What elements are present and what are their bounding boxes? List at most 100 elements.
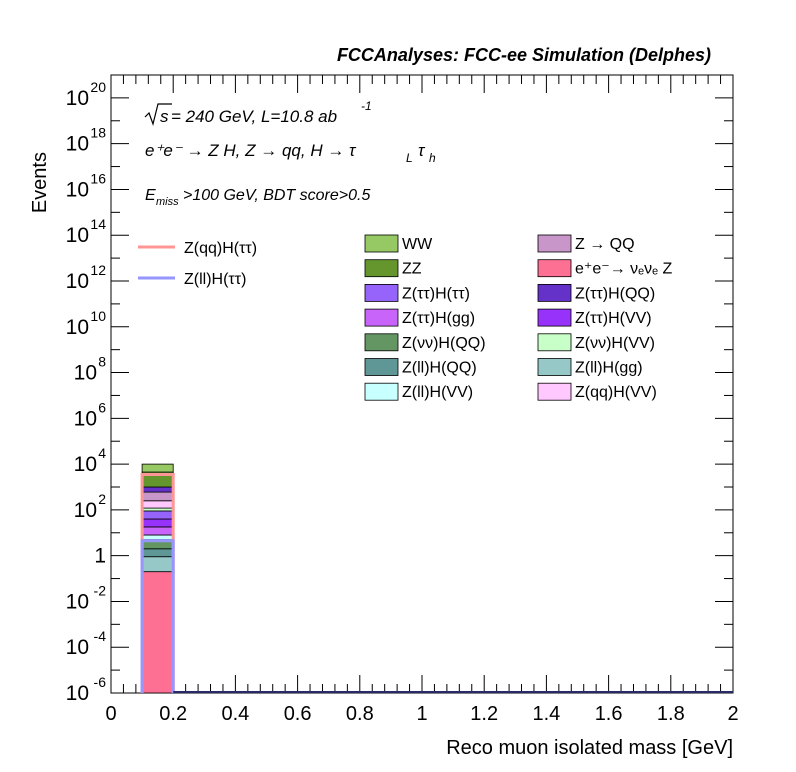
y-tick-label: 10 [66, 270, 89, 293]
x-tick-label: 1.4 [532, 703, 560, 725]
y-tick-label: 10 [66, 316, 89, 339]
stack-bar-4 [141, 534, 174, 541]
y-tick-label: 10 [66, 682, 89, 705]
legend-swatch [537, 283, 572, 302]
legend: Z(qq)H(ττ) Z(ll)H(ττ) WW ZZ Z(ττ)H(ττ) Z(ττ)H… [138, 234, 672, 401]
legend-label: Z(ττ)H(QQ) [575, 285, 655, 302]
y-tick-exponent: -4 [94, 628, 107, 644]
y-tick-label: 1 [94, 545, 106, 568]
y-tick-exponent: 8 [98, 354, 106, 370]
stack-bar-10 [141, 491, 174, 502]
y-axis-label: Events [29, 152, 51, 213]
legend-label: Z(qq)H(VV) [575, 384, 657, 401]
x-tick-label: 0.8 [346, 703, 374, 725]
y-tick-exponent: 18 [90, 125, 106, 141]
y-tick-label: 10 [66, 224, 89, 247]
y-tick-label: 10 [66, 636, 89, 659]
cut-subscript: miss [156, 196, 179, 208]
legend-swatch [364, 259, 399, 278]
histogram-stack [140, 463, 733, 694]
y-tick-label: 10 [74, 407, 97, 430]
y-tick-label: 10 [74, 453, 97, 476]
x-axis-label: Reco muon isolated mass [GeV] [446, 737, 733, 759]
legend-label: Z(νν)H(QQ) [402, 335, 486, 352]
legend-swatch [537, 358, 572, 376]
chart-header-title: FCCAnalyses: FCC-ee Simulation (Delphes) [337, 45, 711, 65]
y-tick-exponent: 16 [90, 170, 106, 186]
y-tick-exponent: 2 [98, 491, 106, 507]
cut-text: >100 GeV, BDT score>0.5 [183, 187, 370, 204]
x-tick-label: 0.4 [221, 703, 249, 725]
legend-label: e⁺e⁻→ νₑνₑ Z [575, 261, 672, 278]
y-tick-label: 10 [66, 590, 89, 613]
legend-swatch [364, 308, 399, 327]
stack-bar-13 [141, 463, 174, 473]
legend-label: Z(νν)H(VV) [575, 335, 655, 352]
energy-symbol: s [160, 107, 169, 126]
x-tick-label: 1 [416, 703, 427, 725]
stack-bar-5 [141, 526, 174, 536]
stack-bar-1 [141, 556, 174, 573]
axes-layer: 0 0.2 0.4 0.6 0.8 1 1.2 1.4 1.6 1.8 2-610-410-2101… [66, 74, 739, 725]
process-text: e⁺e⁻ → Z H, Z → qq, H → τ [145, 141, 357, 160]
legend-label: Z(ll)H(gg) [575, 360, 643, 377]
stack-bar-11 [141, 486, 174, 493]
x-tick-label: 0.2 [159, 703, 187, 725]
lumi-exponent: -1 [361, 99, 372, 113]
y-tick-label: 10 [74, 362, 97, 385]
legend-label: Z → QQ [575, 236, 635, 253]
legend-swatch [364, 283, 399, 302]
legend-swatch [364, 234, 399, 253]
legend-label: Z(ττ)H(VV) [575, 310, 652, 327]
x-tick-label: 1.2 [470, 703, 498, 725]
x-tick-label: 2 [727, 703, 738, 725]
x-tick-label: 0 [105, 703, 116, 725]
y-tick-exponent: 12 [90, 262, 106, 278]
legend-label: Z(ττ)H(ττ) [402, 285, 470, 302]
y-tick-label: 10 [66, 178, 89, 201]
sqrt-symbol [144, 103, 172, 127]
legend-swatch [364, 333, 399, 352]
signal-line-1 [140, 539, 175, 693]
y-tick-exponent: 4 [98, 445, 106, 461]
x-tick-label: 0.6 [284, 703, 312, 725]
stack-bar-2 [141, 548, 174, 558]
y-tick-label: 10 [66, 133, 89, 156]
legend-swatch [537, 382, 572, 401]
stack-bar-9 [141, 500, 174, 509]
legend-label: Z(ll)H(QQ) [402, 360, 477, 377]
y-tick-exponent: -2 [94, 582, 107, 598]
legend-swatch [537, 259, 572, 278]
x-tick-label: 1.8 [657, 703, 685, 725]
y-tick-exponent: 20 [90, 79, 106, 95]
y-tick-exponent: -6 [94, 674, 107, 690]
legend-swatch [537, 308, 572, 327]
y-tick-exponent: 10 [90, 308, 106, 324]
tau-sub-h: h [429, 151, 436, 165]
legend-label: Z(ττ)H(gg) [402, 310, 475, 327]
stack-bar-6 [141, 518, 174, 528]
y-tick-exponent: 14 [90, 216, 106, 232]
stack-bar-8 [141, 507, 174, 512]
legend-swatch [537, 333, 572, 352]
legend-label: Z(ll)H(ττ) [184, 271, 246, 288]
stack-bar-7 [141, 510, 174, 520]
tau-symbol: τ [418, 141, 426, 160]
tau-sub-l: L [406, 151, 413, 165]
legend-swatch [364, 382, 399, 401]
legend-label: Z(ll)H(VV) [402, 384, 473, 401]
legend-label: ZZ [402, 261, 422, 278]
legend-swatch [537, 234, 572, 253]
y-tick-label: 10 [66, 87, 89, 110]
cut-symbol: E [145, 187, 156, 204]
legend-label: Z(qq)H(ττ) [184, 240, 257, 257]
stack-bar-0 [141, 571, 174, 694]
y-tick-label: 10 [74, 499, 97, 522]
annotation-block: s = 240 GeV, L=10.8 ab -1 e⁺e⁻ → Z H, Z … [144, 99, 436, 208]
legend-label: WW [402, 236, 433, 253]
x-tick-label: 1.6 [595, 703, 623, 725]
energy-lumi-text: = 240 GeV, L=10.8 ab [171, 107, 337, 126]
legend-swatch [364, 358, 399, 376]
y-tick-exponent: 6 [98, 399, 106, 415]
